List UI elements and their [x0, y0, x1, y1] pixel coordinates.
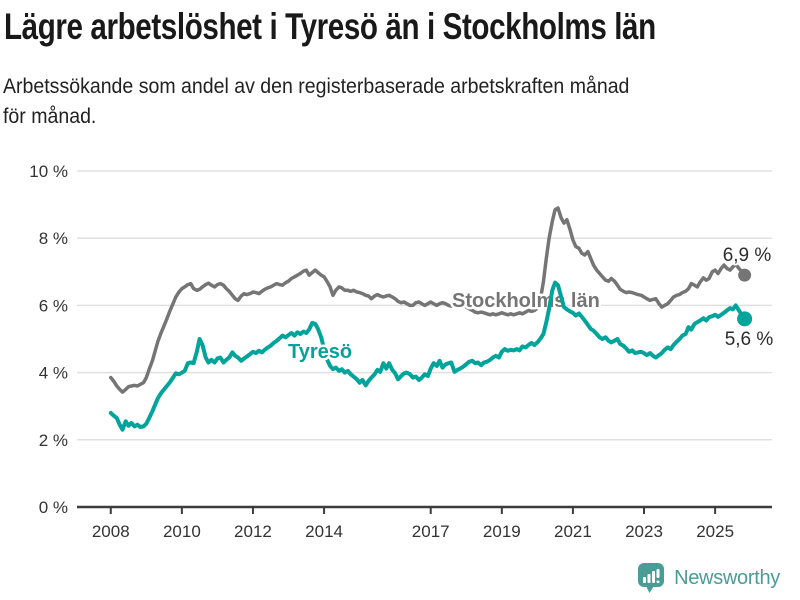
x-tick-label: 2017	[412, 522, 450, 541]
series-label: Stockholms län	[452, 290, 600, 312]
series-line-stockholms-l-n	[109, 206, 747, 394]
series-end-dot	[738, 268, 752, 282]
y-tick-label: 2 %	[39, 431, 68, 450]
y-tick-label: 10 %	[29, 162, 68, 181]
chart-subtitle: Arbetssökande som andel av den registerb…	[3, 72, 629, 132]
y-tick-label: 0 %	[39, 498, 68, 517]
series-label: Tyresö	[288, 341, 352, 363]
x-tick-label: 2012	[234, 522, 272, 541]
y-tick-label: 8 %	[39, 229, 68, 248]
x-tick-label: 2014	[305, 522, 343, 541]
x-tick-label: 2023	[625, 522, 663, 541]
x-tick-label: 2025	[696, 522, 734, 541]
series-line-tyres-	[108, 280, 747, 432]
x-tick-label: 2019	[483, 522, 521, 541]
y-tick-label: 6 %	[39, 296, 68, 315]
x-tick-label: 2021	[554, 522, 592, 541]
y-tick-label: 4 %	[39, 364, 68, 383]
x-tick-label: 2010	[163, 522, 201, 541]
series-end-dot	[737, 311, 753, 327]
brand-name: Newsworthy	[674, 566, 780, 589]
value-label: 6,9 %	[723, 245, 772, 266]
newsworthy-icon	[638, 563, 665, 593]
page-title: Lägre arbetslöshet i Tyresö än i Stockho…	[4, 6, 656, 47]
x-tick-label: 2008	[92, 522, 130, 541]
subtitle-line-1: Arbetssökande som andel av den registerb…	[3, 75, 630, 98]
value-label: 5,6 %	[725, 329, 774, 350]
subtitle-line-2: för månad.	[3, 105, 97, 128]
newsworthy-logo: Newsworthy	[636, 562, 780, 594]
